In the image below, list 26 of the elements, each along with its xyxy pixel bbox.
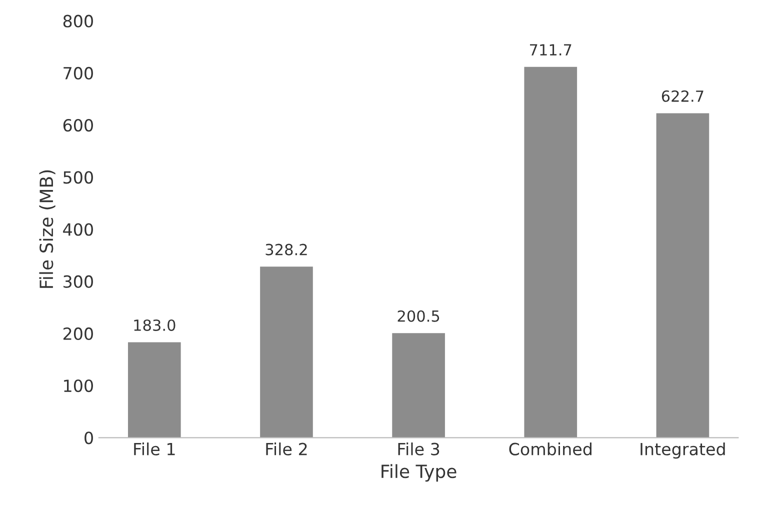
data-label: 328.2 xyxy=(266,244,307,256)
x-tick-label: File 2 xyxy=(266,442,307,456)
x-tick-label: Combined xyxy=(509,442,592,456)
bar xyxy=(656,113,710,438)
x-tick-label: Integrated xyxy=(640,442,725,459)
x-tick-label: File 1 xyxy=(134,442,175,456)
y-tick-label: 500 xyxy=(64,171,93,184)
y-tick-label: 200 xyxy=(63,327,93,340)
data-label: 200.5 xyxy=(398,310,440,322)
y-tick-label: 100 xyxy=(64,380,93,392)
y-axis-title: File Size (MB) xyxy=(39,170,56,288)
data-label: 622.7 xyxy=(662,90,704,102)
bar xyxy=(128,342,181,438)
y-tick-label: 300 xyxy=(64,275,93,288)
bar xyxy=(392,333,445,438)
y-tick-label: 0 xyxy=(84,432,93,444)
y-tick-label: 600 xyxy=(63,119,93,132)
x-tick-label: File 3 xyxy=(398,442,440,456)
y-tick-label: 400 xyxy=(63,223,93,236)
y-tick-label: 800 xyxy=(63,14,93,28)
data-label: 711.7 xyxy=(530,44,572,56)
y-tick-label: 700 xyxy=(64,66,93,80)
x-axis-title: File Type xyxy=(382,464,456,482)
bar xyxy=(524,66,578,438)
data-label: 183.0 xyxy=(134,319,176,332)
bar xyxy=(260,266,313,438)
